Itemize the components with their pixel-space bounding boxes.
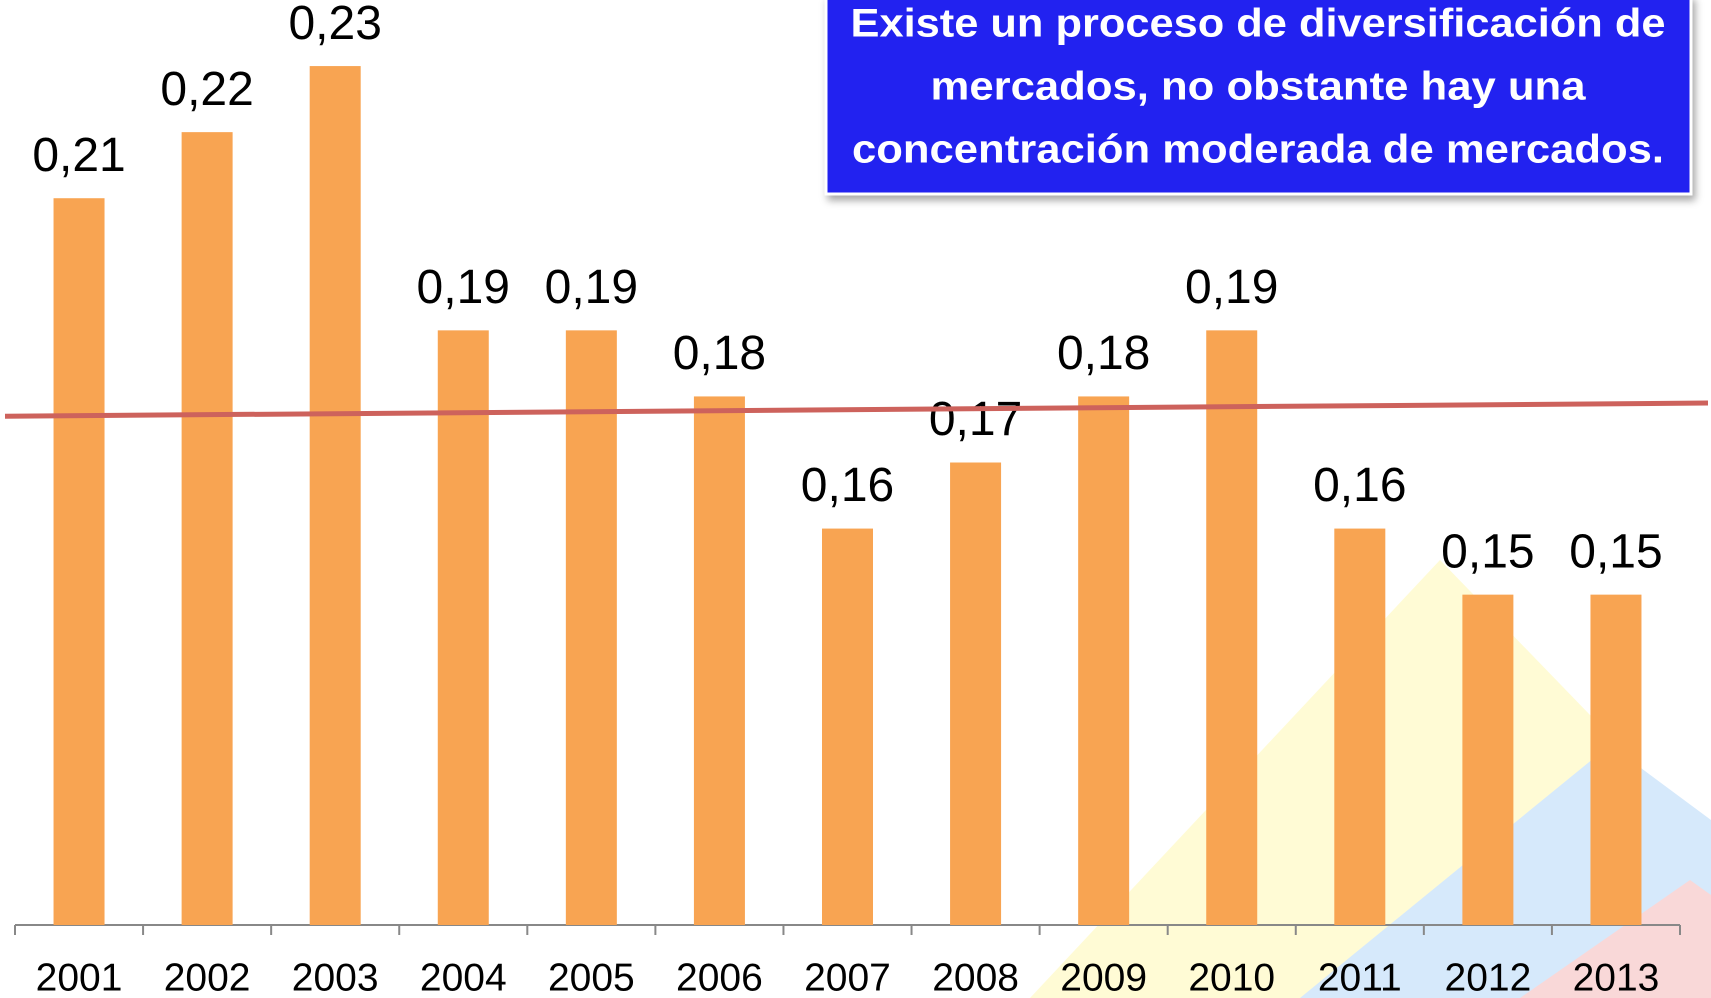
x-tick-label: 2009 bbox=[1060, 956, 1147, 998]
bar bbox=[694, 396, 745, 925]
annotation-text: mercados, no obstante hay una bbox=[931, 65, 1587, 109]
bar bbox=[1462, 595, 1513, 925]
bar bbox=[438, 330, 489, 925]
trend-line bbox=[5, 403, 1708, 416]
bar bbox=[1334, 529, 1385, 925]
data-label: 0,22 bbox=[160, 63, 253, 116]
data-label: 0,16 bbox=[1313, 459, 1406, 512]
bar bbox=[1206, 330, 1257, 925]
x-tick-label: 2008 bbox=[932, 956, 1019, 998]
x-tick-label: 2010 bbox=[1188, 956, 1275, 998]
chart: 2001 0,21 2002 0,22 2003 0,23 2004 0,19 2005 0,19… bbox=[0, 0, 1711, 998]
data-label: 0,19 bbox=[545, 261, 638, 314]
data-label: 0,21 bbox=[32, 129, 125, 182]
data-label: 0,16 bbox=[801, 459, 894, 512]
bar bbox=[182, 132, 233, 925]
x-tick-label: 2012 bbox=[1445, 956, 1532, 998]
data-label: 0,15 bbox=[1441, 525, 1534, 578]
bar bbox=[950, 463, 1001, 926]
annotation-text: Existe un proceso de diversificación de bbox=[851, 2, 1666, 46]
x-tick-label: 2004 bbox=[420, 956, 507, 998]
x-tick-label: 2003 bbox=[292, 956, 379, 998]
x-tick-label: 2005 bbox=[548, 956, 635, 998]
bar bbox=[566, 330, 617, 925]
bar bbox=[822, 529, 873, 925]
x-tick-label: 2006 bbox=[676, 956, 763, 998]
bar bbox=[310, 66, 361, 925]
annotation-text: concentración moderada de mercados. bbox=[852, 128, 1664, 172]
data-label: 0,23 bbox=[288, 0, 381, 50]
data-label: 0,17 bbox=[929, 393, 1022, 446]
data-label: 0,18 bbox=[1057, 327, 1150, 380]
x-tick-label: 2001 bbox=[36, 956, 123, 998]
data-label: 0,19 bbox=[1185, 261, 1278, 314]
bar bbox=[1590, 595, 1641, 925]
x-tick-label: 2011 bbox=[1318, 956, 1402, 998]
x-tick-label: 2002 bbox=[164, 956, 251, 998]
data-label: 0,19 bbox=[417, 261, 510, 314]
x-tick-label: 2007 bbox=[804, 956, 891, 998]
bar bbox=[54, 198, 105, 925]
data-label: 0,18 bbox=[673, 327, 766, 380]
x-tick-label: 2013 bbox=[1573, 956, 1660, 998]
data-label: 0,15 bbox=[1569, 525, 1662, 578]
bar bbox=[1078, 396, 1129, 925]
page: {"chart_data": {"type": "bar", "categori… bbox=[0, 0, 1711, 998]
annotation: Existe un proceso de diversificación de m… bbox=[826, 0, 1691, 194]
